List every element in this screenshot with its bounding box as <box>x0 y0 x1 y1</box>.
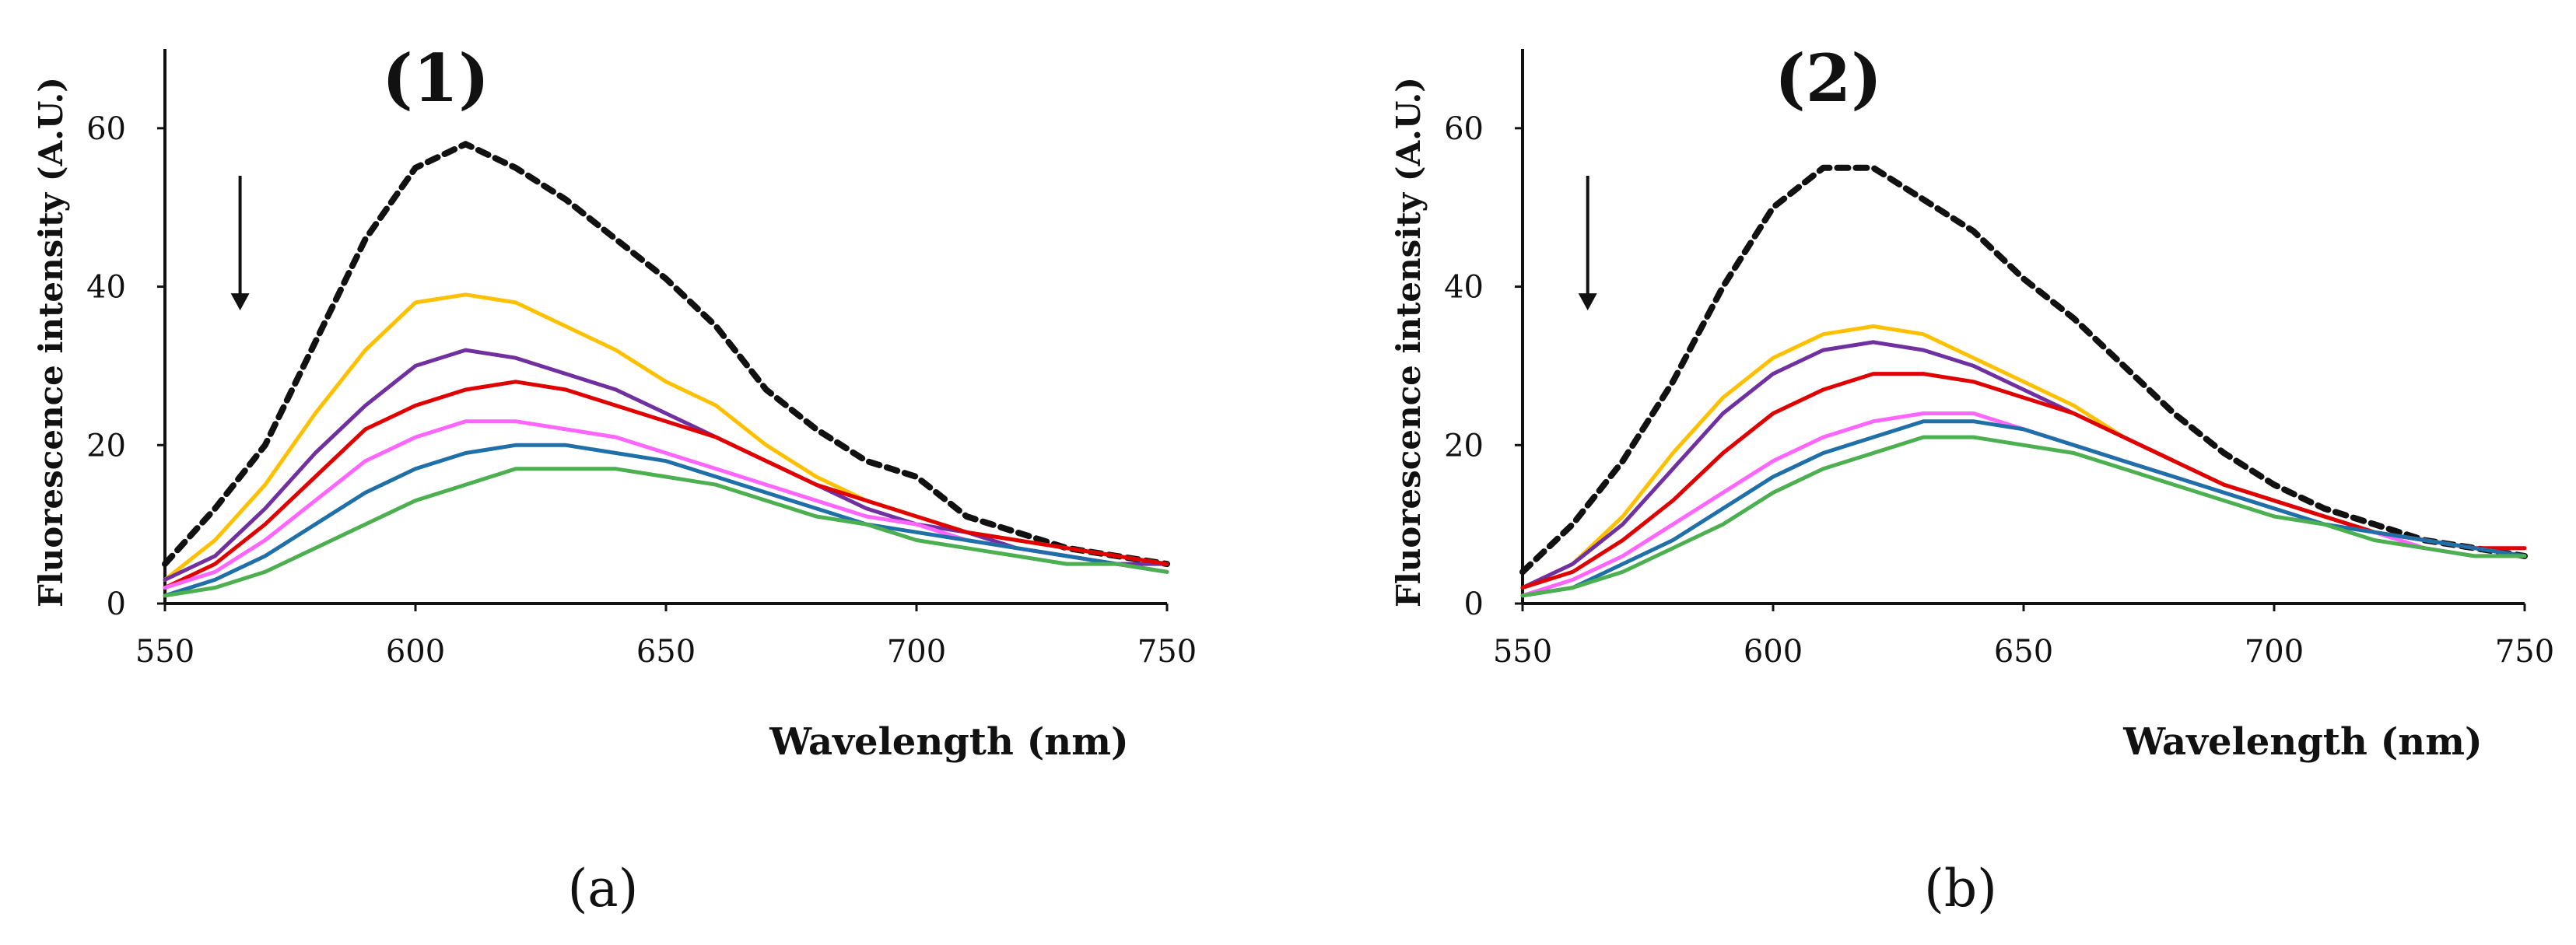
figure-label-a: (a) <box>568 859 639 919</box>
down-arrow-annotation <box>1578 175 1597 311</box>
x-tick-label: 750 <box>2495 634 2554 670</box>
arrow-head <box>1578 293 1597 311</box>
x-tick-label: 550 <box>1493 634 1552 670</box>
series-line-curve-4 <box>1520 411 2527 598</box>
x-tick-label: 650 <box>1994 634 2053 670</box>
figure-label-b: (b) <box>1924 859 1997 919</box>
x-tick-label: 600 <box>386 634 445 670</box>
x-tick-label: 550 <box>135 634 195 670</box>
y-tick-label: 60 <box>1444 111 1484 147</box>
series-group <box>162 141 1170 598</box>
series-line-curve-5 <box>163 443 1169 598</box>
series-line-curve-6 <box>1520 435 2527 598</box>
series-line-curve-3 <box>1520 372 2527 590</box>
series-line-curve-4 <box>163 419 1169 590</box>
chart-title: (1) <box>382 40 489 117</box>
y-tick-label: 40 <box>1444 270 1484 306</box>
series-line-curve-0 <box>1519 164 2528 576</box>
series-line-curve-5 <box>1520 419 2527 598</box>
x-axis-label: Wavelength (nm) <box>2122 720 2482 764</box>
y-tick-label: 20 <box>1444 428 1484 464</box>
y-tick-label: 40 <box>86 270 126 306</box>
y-tick-label: 0 <box>1464 586 1484 622</box>
axes: 550 600 650 700 750 0 20 40 60 <box>1444 49 2554 670</box>
y-tick-label: 0 <box>107 586 126 622</box>
series-line-curve-0 <box>162 141 1170 568</box>
x-axis-label: Wavelength (nm) <box>769 720 1128 764</box>
x-tick-label: 650 <box>636 634 696 670</box>
x-tick-label: 700 <box>2245 634 2304 670</box>
series-group <box>1519 164 2528 598</box>
series-line-curve-3 <box>163 380 1169 590</box>
y-tick-label: 60 <box>86 111 126 147</box>
chart-panel-b: (2) Fluorescence intensity (A.U.) Wavele… <box>1390 40 2554 764</box>
series-line-curve-6 <box>163 467 1169 598</box>
y-axis-label: Fluorescence intensity (A.U.) <box>1390 77 1428 607</box>
axes: 550 600 650 700 750 0 20 40 60 <box>86 49 1197 670</box>
chart-title: (2) <box>1775 40 1882 117</box>
x-tick-label: 600 <box>1744 634 1803 670</box>
y-tick-label: 20 <box>86 428 126 464</box>
x-tick-label: 750 <box>1137 634 1197 670</box>
chart-panel-a: (1) Fluorescence intensity (A.U.) Wavele… <box>32 40 1197 764</box>
x-tick-label: 700 <box>887 634 946 670</box>
series-line-curve-2 <box>163 348 1169 582</box>
y-axis-label: Fluorescence intensity (A.U.) <box>32 77 70 607</box>
arrow-head <box>230 293 250 311</box>
down-arrow-annotation <box>230 175 250 311</box>
